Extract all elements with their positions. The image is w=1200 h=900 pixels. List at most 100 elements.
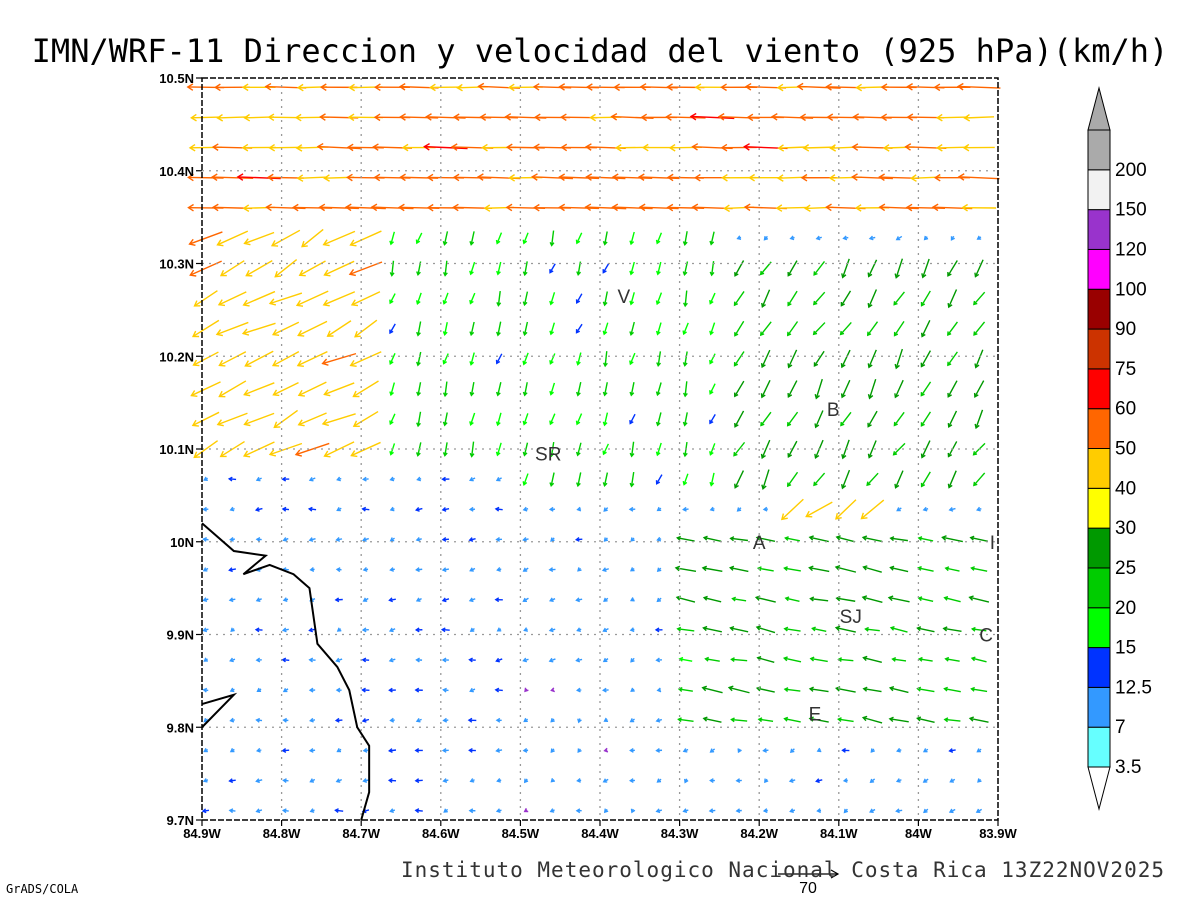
- wind-vector: [255, 717, 263, 723]
- wind-vector: [755, 535, 776, 543]
- wind-vector: [495, 412, 502, 427]
- wind-vector: [813, 472, 826, 487]
- colorbar-swatch: [1087, 686, 1111, 728]
- wind-vector: [334, 808, 344, 814]
- wind-vector: [469, 381, 475, 397]
- wind-vector: [682, 506, 689, 512]
- wind-vector: [733, 351, 745, 367]
- wind-vector: [702, 716, 722, 723]
- wind-vector: [576, 472, 582, 488]
- wind-vector: [629, 441, 635, 458]
- wind-vector: [730, 717, 748, 723]
- wind-vector: [655, 474, 663, 485]
- wind-vector: [603, 747, 609, 753]
- wind-vector: [602, 472, 609, 487]
- wind-vector: [602, 657, 609, 663]
- wind-vector: [701, 565, 723, 572]
- wind-vector: [682, 351, 688, 367]
- wind-vector: [893, 320, 905, 337]
- wind-vector: [976, 748, 982, 753]
- wind-vector: [870, 748, 875, 753]
- wind-vector: [574, 537, 583, 542]
- wind-vector: [840, 411, 852, 427]
- place-label: V: [618, 287, 631, 308]
- place-label: SR: [535, 445, 561, 466]
- wind-vector: [468, 657, 476, 663]
- wind-vector: [282, 597, 289, 602]
- wind-vector: [708, 808, 716, 814]
- wind-vector: [682, 290, 688, 308]
- x-tick-label: 84.9W: [183, 826, 221, 841]
- wind-vector: [479, 113, 518, 121]
- wind-vector: [709, 506, 715, 512]
- wind-vector: [733, 441, 746, 457]
- colorbar-label: 50: [1115, 439, 1136, 460]
- wind-vector: [862, 655, 882, 664]
- wind-vector: [808, 716, 829, 723]
- wind-vector: [416, 476, 422, 482]
- wind-vector: [920, 440, 931, 459]
- wind-vector: [737, 748, 742, 754]
- wind-vector: [629, 382, 635, 397]
- wind-vector: [268, 292, 303, 306]
- wind-vector: [522, 261, 528, 277]
- wind-vector: [808, 565, 830, 573]
- wind-vector: [523, 627, 529, 632]
- wind-vector: [861, 535, 883, 543]
- wind-vector: [682, 808, 689, 814]
- colorbar-swatch: [1087, 288, 1111, 330]
- wind-vector: [709, 353, 716, 365]
- x-tick-label: 84.1W: [820, 826, 858, 841]
- wind-vector: [602, 687, 609, 693]
- wind-vector: [282, 687, 289, 693]
- wind-vector: [202, 536, 209, 542]
- wind-vector: [361, 506, 370, 512]
- wind-vector: [851, 173, 893, 181]
- wind-vector: [977, 778, 982, 783]
- wind-vector: [867, 289, 878, 309]
- wind-vector: [917, 566, 934, 572]
- wind-vector: [666, 203, 705, 212]
- wind-vector: [948, 748, 956, 753]
- wind-vector: [274, 259, 298, 278]
- wind-vector: [584, 203, 627, 212]
- wind-vector: [389, 476, 395, 482]
- wind-vector: [361, 687, 370, 693]
- wind-vector: [387, 778, 397, 783]
- wind-vector: [414, 747, 423, 753]
- wind-vector: [629, 597, 635, 602]
- y-tick-label: 9.7N: [167, 813, 194, 828]
- place-label: B: [827, 400, 840, 421]
- wind-vector: [944, 566, 960, 572]
- y-tick-label: 10.1N: [159, 442, 194, 457]
- wind-vector: [281, 808, 289, 814]
- wind-vector: [203, 657, 208, 662]
- wind-vector: [442, 381, 448, 398]
- wind-vector: [301, 228, 324, 248]
- wind-vector: [495, 748, 503, 753]
- grads-credit: GrADS/COLA: [6, 882, 79, 896]
- wind-vector: [576, 352, 582, 366]
- wind-vector: [948, 808, 956, 814]
- x-tick-label: 84W: [905, 826, 932, 841]
- wind-vector: [468, 597, 476, 603]
- wind-vector: [920, 320, 931, 338]
- wind-vector: [229, 536, 235, 542]
- wind-vector: [682, 381, 688, 398]
- wind-vector: [335, 687, 342, 693]
- wind-vector: [494, 687, 503, 693]
- wind-vector: [429, 83, 462, 92]
- wind-vector: [867, 410, 878, 428]
- wind-vector: [841, 439, 850, 460]
- wind-vector: [868, 235, 876, 241]
- wind-vector: [809, 656, 828, 663]
- wind-vector: [970, 686, 988, 693]
- wind-vector: [709, 778, 715, 784]
- wind-vector: [730, 657, 748, 662]
- wind-vector: [709, 748, 716, 753]
- wind-vector: [550, 778, 556, 783]
- wind-vector: [889, 625, 908, 633]
- wind-vector: [523, 717, 529, 723]
- wind-vector: [334, 597, 343, 603]
- wind-vector: [576, 261, 582, 277]
